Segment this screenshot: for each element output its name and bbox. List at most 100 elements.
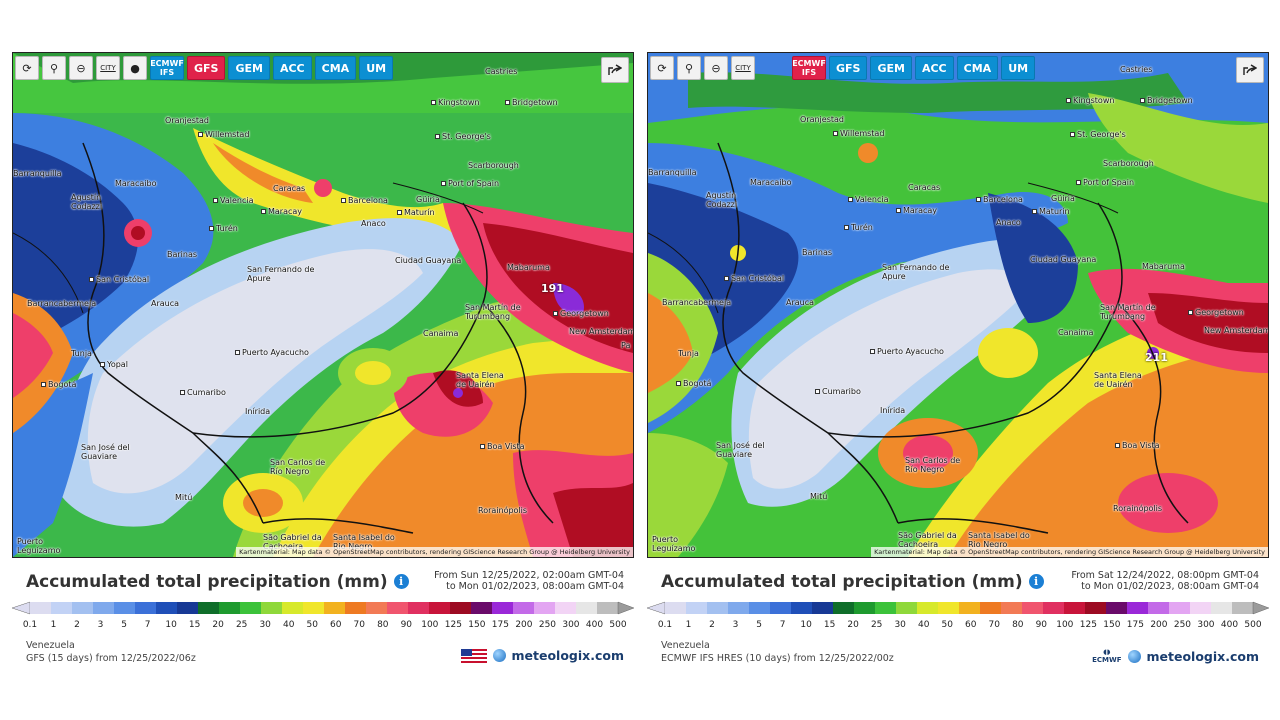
model-run-label: GFS (15 days) from 12/25/2022/06z <box>26 653 196 664</box>
model-button-cma[interactable]: CMA <box>314 56 357 80</box>
city-label: Maracaibo <box>115 179 157 188</box>
legend-swatch <box>366 602 388 614</box>
legend-tick-label: 400 <box>585 620 604 630</box>
legend-swatch <box>408 602 430 614</box>
city-label: Anaco <box>996 218 1021 227</box>
dot-icon[interactable]: ● <box>123 56 147 80</box>
location-pin-icon[interactable]: ⚲ <box>677 56 701 80</box>
model-button-acc[interactable]: ACC <box>914 56 954 80</box>
city-label: Castries <box>1120 65 1153 74</box>
model-button-ecmwf[interactable]: ECMWF IFS <box>150 56 184 80</box>
share-icon[interactable] <box>601 57 629 83</box>
city-label: Bridgetown <box>505 98 558 107</box>
time-range: From Sun 12/25/2022, 02:00am GMT-04 to M… <box>434 570 624 592</box>
city-label: Castries <box>485 67 518 76</box>
city-label: Maracay <box>896 206 937 215</box>
model-button-cma[interactable]: CMA <box>956 56 999 80</box>
meteologix-brand[interactable]: ◖◗ ECMWF meteologix.com <box>1092 648 1259 664</box>
refresh-icon[interactable]: ⟳ <box>15 56 39 80</box>
legend-tick-label: 200 <box>515 620 533 630</box>
city-label: Port of Spain <box>1076 178 1134 187</box>
legend-swatch <box>303 602 325 614</box>
location-pin-icon[interactable]: ⚲ <box>42 56 66 80</box>
legend-swatch <box>1169 602 1191 614</box>
share-icon[interactable] <box>1236 57 1264 83</box>
city-label: Oranjestad <box>165 116 209 125</box>
map-attribution[interactable]: Kartenmaterial: Map data © OpenStreetMap… <box>236 547 633 557</box>
city-label: Maturín <box>397 208 435 217</box>
model-button-gfs[interactable]: GFS <box>187 56 226 80</box>
model-button-um[interactable]: UM <box>1001 56 1036 80</box>
city-toggle-button[interactable]: CITY <box>731 56 755 80</box>
legend-tick-label: 175 <box>491 620 509 630</box>
legend-swatch <box>1190 602 1212 614</box>
city-toggle-button[interactable]: CITY <box>96 56 120 80</box>
city-label: Tunja <box>678 349 699 358</box>
legend-swatch <box>177 602 199 614</box>
legend-tick-label: 500 <box>1244 620 1262 630</box>
precip-legend-bar <box>647 601 1269 615</box>
legend-swatch <box>156 602 178 614</box>
legend-tick-label: 10 <box>165 620 177 630</box>
legend-swatch <box>938 602 960 614</box>
city-label: Mabaruma <box>1142 262 1185 271</box>
city-label: Yopal <box>100 360 128 369</box>
legend-ticks: 0.1 1 2 3 5 7 10 15 20 25 30 40 50 60 70 80 90 100 125 150 1… <box>658 620 1262 632</box>
zoom-out-icon[interactable]: ⊖ <box>704 56 728 80</box>
legend-swatch <box>30 602 52 614</box>
model-button-gfs[interactable]: GFS <box>829 56 868 80</box>
precipitation-map-ecmwf[interactable]: ⟳ ⚲ ⊖ CITY ECMWF IFS GFS GEM ACC CMA UM … <box>647 52 1269 558</box>
legend-tick-label: 5 <box>121 620 127 630</box>
info-icon[interactable]: i <box>393 574 409 589</box>
legend-swatch <box>770 602 792 614</box>
city-label: Boa Vista <box>480 442 525 451</box>
chart-title: Accumulated total precipitation (mm) i <box>661 572 1044 592</box>
city-label: Turén <box>209 224 238 233</box>
model-button-ecmwf[interactable]: ECMWF IFS <box>792 56 826 80</box>
city-label: Agustín Codazzi <box>706 191 738 209</box>
city-label: Puerto Leguízamo <box>652 535 696 553</box>
legend-arrow-low <box>647 601 666 615</box>
region-label: Venezuela <box>661 640 710 651</box>
info-icon[interactable]: i <box>1028 574 1044 589</box>
legend-swatch <box>198 602 220 614</box>
city-label: Willemstad <box>833 129 884 138</box>
legend-tick-label: 1 <box>685 620 692 630</box>
legend-swatch <box>72 602 94 614</box>
city-label: Valencia <box>213 196 254 205</box>
city-label: Inírida <box>245 407 271 416</box>
legend-tick-label: 1 <box>50 620 57 630</box>
range-to: to Mon 01/02/2023, 08:00am GMT-04 <box>446 581 624 592</box>
refresh-icon[interactable]: ⟳ <box>650 56 674 80</box>
max-precip-value: 191 <box>541 282 564 295</box>
city-label: Inírida <box>880 406 906 415</box>
city-label: Boa Vista <box>1115 441 1160 450</box>
city-label: São Gabriel da Cachoeira <box>263 533 322 551</box>
city-label: St. George's <box>435 132 491 141</box>
zoom-out-icon[interactable]: ⊖ <box>69 56 93 80</box>
legend-swatch <box>917 602 939 614</box>
city-label: Canaima <box>1058 328 1094 337</box>
city-label: Canaima <box>423 329 459 338</box>
city-label: San Carlos de Río Negro <box>270 458 326 476</box>
city-label: Kingstown <box>431 98 479 107</box>
precip-field <box>13 53 633 557</box>
city-label: Arauca <box>786 298 815 307</box>
city-label: San José del Guaviare <box>81 443 130 461</box>
city-label: Tunja <box>71 349 92 358</box>
city-label: Barcelona <box>341 196 388 205</box>
map-attribution[interactable]: Kartenmaterial: Map data © OpenStreetMap… <box>871 547 1268 557</box>
legend-arrow-high <box>617 601 634 615</box>
model-button-gem[interactable]: GEM <box>870 56 912 80</box>
meteologix-brand[interactable]: meteologix.com <box>460 648 624 663</box>
legend-swatch <box>261 602 283 614</box>
model-button-acc[interactable]: ACC <box>272 56 312 80</box>
legend-tick-label: 7 <box>144 620 151 630</box>
model-button-gem[interactable]: GEM <box>228 56 270 80</box>
legend-swatch <box>791 602 813 614</box>
legend-tick-label: 7 <box>779 620 786 630</box>
globe-icon <box>1127 649 1141 663</box>
legend-swatch <box>345 602 367 614</box>
precipitation-map-gfs[interactable]: ⟳ ⚲ ⊖ CITY ● ECMWF IFS GFS GEM ACC CMA U… <box>12 52 634 558</box>
model-button-um[interactable]: UM <box>359 56 394 80</box>
